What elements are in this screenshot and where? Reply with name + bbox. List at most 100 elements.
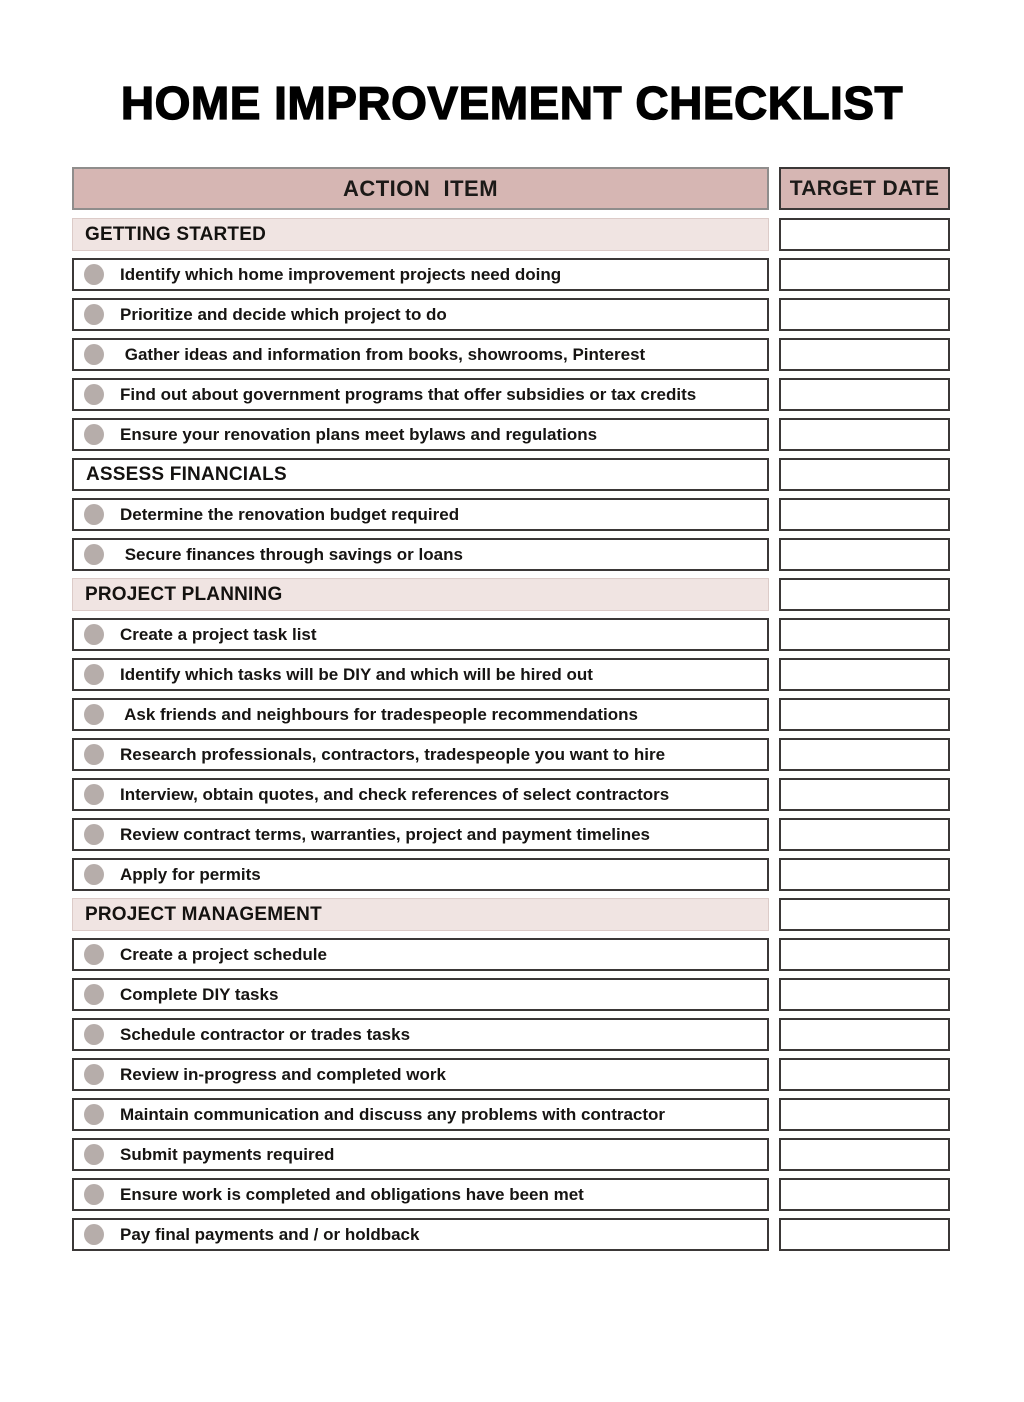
checklist-item-row: Identify which home improvement projects… bbox=[72, 258, 950, 292]
action-item-cell: Schedule contractor or trades tasks bbox=[72, 1018, 769, 1052]
column-header-action-item: ACTION ITEM bbox=[72, 167, 769, 211]
action-item-cell: Review in-progress and completed work bbox=[72, 1058, 769, 1092]
target-date-cell[interactable] bbox=[779, 258, 950, 292]
checkbox-bullet-icon[interactable] bbox=[84, 424, 104, 446]
checklist-table: ACTION ITEM TARGET DATE GETTING STARTED … bbox=[72, 167, 950, 1252]
action-item-cell: Pay final payments and / or holdback bbox=[72, 1218, 769, 1252]
checkbox-bullet-icon[interactable] bbox=[84, 384, 104, 406]
action-item-cell: Apply for permits bbox=[72, 858, 769, 892]
target-date-cell[interactable] bbox=[779, 938, 950, 972]
section-header-cell: GETTING STARTED bbox=[72, 218, 769, 252]
item-label: Interview, obtain quotes, and check refe… bbox=[120, 784, 670, 804]
item-label: Review in-progress and completed work bbox=[120, 1064, 446, 1084]
item-label: Research professionals, contractors, tra… bbox=[120, 744, 666, 764]
target-date-cell[interactable] bbox=[779, 978, 950, 1012]
checklist-item-row: Maintain communication and discuss any p… bbox=[72, 1098, 950, 1132]
target-date-cell[interactable] bbox=[779, 1178, 950, 1212]
checkbox-bullet-icon[interactable] bbox=[84, 744, 104, 766]
target-date-cell[interactable] bbox=[779, 858, 950, 892]
checkbox-bullet-icon[interactable] bbox=[84, 1224, 104, 1246]
checkbox-bullet-icon[interactable] bbox=[84, 1024, 104, 1046]
checklist-item-row: Ensure your renovation plans meet bylaws… bbox=[72, 418, 950, 452]
target-date-cell[interactable] bbox=[779, 1138, 950, 1172]
action-item-cell: Ensure your renovation plans meet bylaws… bbox=[72, 418, 769, 452]
item-label: Submit payments required bbox=[120, 1144, 335, 1164]
checkbox-bullet-icon[interactable] bbox=[84, 344, 104, 366]
target-date-cell[interactable] bbox=[779, 378, 950, 412]
target-date-cell[interactable] bbox=[779, 458, 950, 492]
item-label: Secure finances through savings or loans bbox=[120, 544, 463, 564]
item-label: Identify which tasks will be DIY and whi… bbox=[120, 664, 593, 684]
checkbox-bullet-icon[interactable] bbox=[84, 264, 104, 286]
target-date-cell[interactable] bbox=[779, 698, 950, 732]
item-label: Pay final payments and / or holdback bbox=[120, 1224, 420, 1244]
target-date-cell[interactable] bbox=[779, 218, 950, 252]
checkbox-bullet-icon[interactable] bbox=[84, 1104, 104, 1126]
checkbox-bullet-icon[interactable] bbox=[84, 704, 104, 726]
checklist-item-row: Prioritize and decide which project to d… bbox=[72, 298, 950, 332]
target-date-cell[interactable] bbox=[779, 898, 950, 932]
target-date-cell[interactable] bbox=[779, 418, 950, 452]
checkbox-bullet-icon[interactable] bbox=[84, 984, 104, 1006]
item-label: Ensure your renovation plans meet bylaws… bbox=[120, 424, 598, 444]
checkbox-bullet-icon[interactable] bbox=[84, 1064, 104, 1086]
action-item-cell: Research professionals, contractors, tra… bbox=[72, 738, 769, 772]
action-item-cell: Ensure work is completed and obligations… bbox=[72, 1178, 769, 1212]
checkbox-bullet-icon[interactable] bbox=[84, 624, 104, 646]
item-label: Review contract terms, warranties, proje… bbox=[120, 824, 651, 844]
action-item-cell: Submit payments required bbox=[72, 1138, 769, 1172]
action-item-cell: Maintain communication and discuss any p… bbox=[72, 1098, 769, 1132]
item-label: Determine the renovation budget required bbox=[120, 504, 460, 524]
checkbox-bullet-icon[interactable] bbox=[84, 304, 104, 326]
checklist-item-row: Review contract terms, warranties, proje… bbox=[72, 818, 950, 852]
target-date-cell[interactable] bbox=[779, 618, 950, 652]
checklist-item-row: Create a project schedule bbox=[72, 938, 950, 972]
target-date-cell[interactable] bbox=[779, 818, 950, 852]
checklist-item-row: Research professionals, contractors, tra… bbox=[72, 738, 950, 772]
checklist-document: HOME IMPROVEMENT CHECKLIST ACTION ITEM T… bbox=[0, 76, 1024, 1252]
item-label: Apply for permits bbox=[120, 864, 261, 884]
checkbox-bullet-icon[interactable] bbox=[84, 544, 104, 566]
checklist-item-row: Determine the renovation budget required bbox=[72, 498, 950, 532]
target-date-cell[interactable] bbox=[779, 1218, 950, 1252]
checklist-item-row: Ensure work is completed and obligations… bbox=[72, 1178, 950, 1212]
item-label: Maintain communication and discuss any p… bbox=[120, 1104, 666, 1124]
item-label: Ensure work is completed and obligations… bbox=[120, 1184, 584, 1204]
item-label: Find out about government programs that … bbox=[120, 384, 697, 404]
table-body: GETTING STARTED Identify which home impr… bbox=[72, 218, 950, 1252]
checkbox-bullet-icon[interactable] bbox=[84, 824, 104, 846]
checklist-item-row: Ask friends and neighbours for tradespeo… bbox=[72, 698, 950, 732]
checkbox-bullet-icon[interactable] bbox=[84, 944, 104, 966]
checkbox-bullet-icon[interactable] bbox=[84, 664, 104, 686]
target-date-cell[interactable] bbox=[779, 778, 950, 812]
section-header-label: PROJECT PLANNING bbox=[85, 583, 283, 605]
action-item-cell: Find out about government programs that … bbox=[72, 378, 769, 412]
target-date-cell[interactable] bbox=[779, 658, 950, 692]
checkbox-bullet-icon[interactable] bbox=[84, 1144, 104, 1166]
checklist-item-row: Complete DIY tasks bbox=[72, 978, 950, 1012]
checklist-item-row: Secure finances through savings or loans bbox=[72, 538, 950, 572]
table-header-row: ACTION ITEM TARGET DATE bbox=[72, 167, 950, 211]
checklist-item-row: Gather ideas and information from books,… bbox=[72, 338, 950, 372]
item-label: Identify which home improvement projects… bbox=[120, 264, 562, 284]
action-item-cell: Determine the renovation budget required bbox=[72, 498, 769, 532]
section-header-label: ASSESS FINANCIALS bbox=[86, 463, 287, 485]
checkbox-bullet-icon[interactable] bbox=[84, 864, 104, 886]
target-date-cell[interactable] bbox=[779, 538, 950, 572]
target-date-cell[interactable] bbox=[779, 1098, 950, 1132]
checkbox-bullet-icon[interactable] bbox=[84, 784, 104, 806]
checklist-item-row: Submit payments required bbox=[72, 1138, 950, 1172]
target-date-cell[interactable] bbox=[779, 298, 950, 332]
item-label: Create a project task list bbox=[120, 624, 317, 644]
checkbox-bullet-icon[interactable] bbox=[84, 504, 104, 526]
section-header-cell: ASSESS FINANCIALS bbox=[72, 458, 769, 492]
target-date-cell[interactable] bbox=[779, 1058, 950, 1092]
target-date-cell[interactable] bbox=[779, 578, 950, 612]
action-item-cell: Secure finances through savings or loans bbox=[72, 538, 769, 572]
checklist-item-row: Create a project task list bbox=[72, 618, 950, 652]
target-date-cell[interactable] bbox=[779, 338, 950, 372]
target-date-cell[interactable] bbox=[779, 498, 950, 532]
target-date-cell[interactable] bbox=[779, 738, 950, 772]
checkbox-bullet-icon[interactable] bbox=[84, 1184, 104, 1206]
target-date-cell[interactable] bbox=[779, 1018, 950, 1052]
